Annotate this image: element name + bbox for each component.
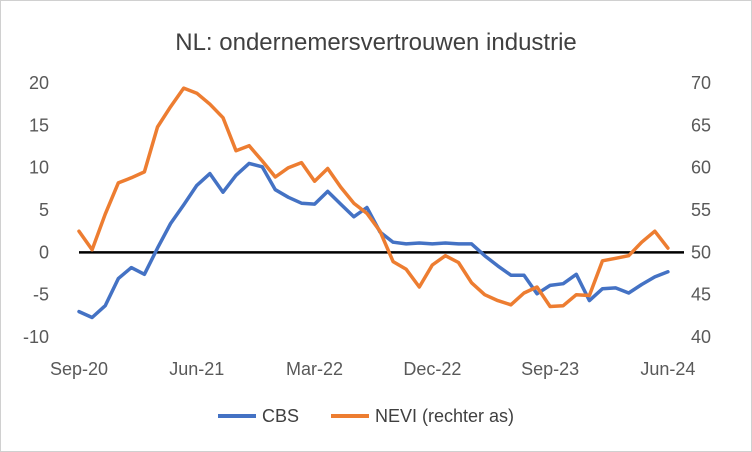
y-left-tick-label: 5 (39, 200, 49, 220)
y-left-tick-label: 10 (29, 158, 49, 178)
legend-label: CBS (262, 406, 299, 426)
y-right-tick-label: 55 (691, 200, 711, 220)
y-right-tick-label: 50 (691, 242, 711, 262)
x-tick-label: Mar-22 (286, 359, 343, 379)
axis-layer: -10 -5 0 5 10 15 20 40 45 50 55 60 65 70 Sep-20 Jun-21 M… (23, 73, 711, 379)
chart-title: NL: ondernemersvertrouwen industrie (175, 29, 577, 56)
legend: CBS NEVI (rechter as) (218, 406, 514, 426)
y-right-tick-label: 70 (691, 73, 711, 93)
legend-label: NEVI (rechter as) (375, 406, 514, 426)
x-tick-label: Jun-24 (640, 359, 695, 379)
y-left-tick-label: -10 (23, 327, 49, 347)
y-left-tick-label: 20 (29, 73, 49, 93)
y-right-tick-label: 60 (691, 158, 711, 178)
x-tick-label: Sep-23 (521, 359, 579, 379)
x-tick-label: Dec-22 (403, 359, 461, 379)
y-right-tick-label: 40 (691, 327, 711, 347)
y-left-tick-label: -5 (33, 285, 49, 305)
x-tick-label: Jun-21 (169, 359, 224, 379)
y-right-tick-label: 45 (691, 285, 711, 305)
series-line-nevi (77, 86, 670, 309)
series-layer (77, 86, 670, 320)
x-tick-label: Sep-20 (50, 359, 108, 379)
y-left-tick-label: 0 (39, 242, 49, 262)
y-left-tick-label: 15 (29, 115, 49, 135)
y-right-tick-label: 65 (691, 115, 711, 135)
